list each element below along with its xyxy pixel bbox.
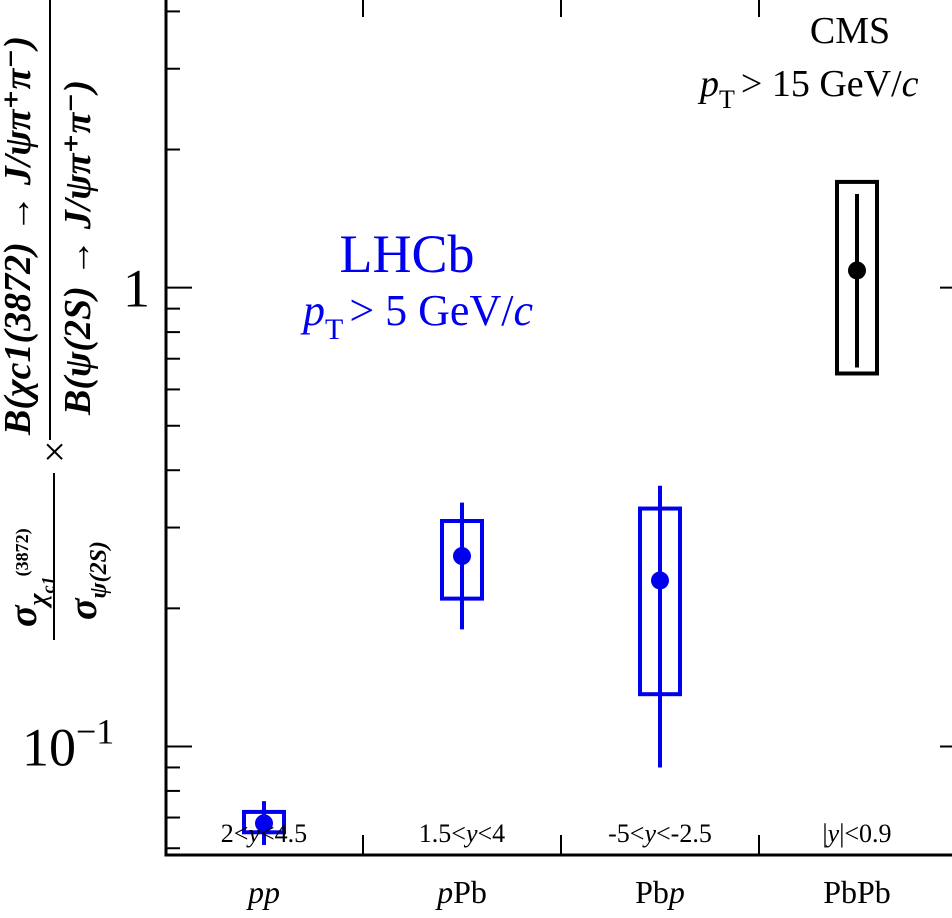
y-label-sigma-num: σχc1(3872) <box>0 528 58 627</box>
y-ticks-right <box>940 286 952 748</box>
rapidity-labels: 2<y<4.5 1.5<y<4 -5<y<-2.5 |y|<0.9 <box>221 819 892 848</box>
lhcb-title: LHCb <box>340 224 475 284</box>
data-point <box>453 547 471 566</box>
y-label-br-num: B(χc1(3872) → J/ψπ⁺π⁻) <box>0 36 39 436</box>
y-ticks-left <box>166 10 192 850</box>
category-labels: pp pPb Pbp PbPb <box>246 874 891 910</box>
plot-frame <box>164 0 952 857</box>
category-label: pPb <box>435 874 487 910</box>
data-marks <box>242 179 879 845</box>
data-point <box>651 571 669 590</box>
lhcb-pt-cut: pT > 5 GeV/c <box>300 286 533 346</box>
x-ticks <box>362 0 760 855</box>
syst-box <box>835 179 879 376</box>
y-axis-label: σχc1(3872) σψ(2S) × B(χc1(3872) → J/ψπ⁺π… <box>0 0 112 640</box>
y-label-sigma-den: σψ(2S) <box>60 541 112 620</box>
y-label-times: × <box>32 440 77 463</box>
y-tick-label-0.1: 10−1 <box>22 711 114 777</box>
category-label: PbPb <box>823 874 891 910</box>
category-label: Pbp <box>635 874 685 910</box>
data-point <box>848 261 866 280</box>
cms-title: CMS <box>810 10 890 52</box>
rapidity-label: 2<y<4.5 <box>221 819 307 848</box>
y-tick-label-1: 1 <box>123 259 150 319</box>
cms-pt-cut: pT > 15 GeV/c <box>697 63 919 114</box>
y-label-br-den: B(ψ(2S) → J/ψπ⁺π⁻) <box>57 80 99 416</box>
rapidity-label: |y|<0.9 <box>822 819 891 848</box>
data-point <box>255 814 273 833</box>
category-label: pp <box>246 874 280 910</box>
rapidity-label: -5<y<-2.5 <box>608 819 712 848</box>
rapidity-label: 1.5<y<4 <box>419 819 505 848</box>
